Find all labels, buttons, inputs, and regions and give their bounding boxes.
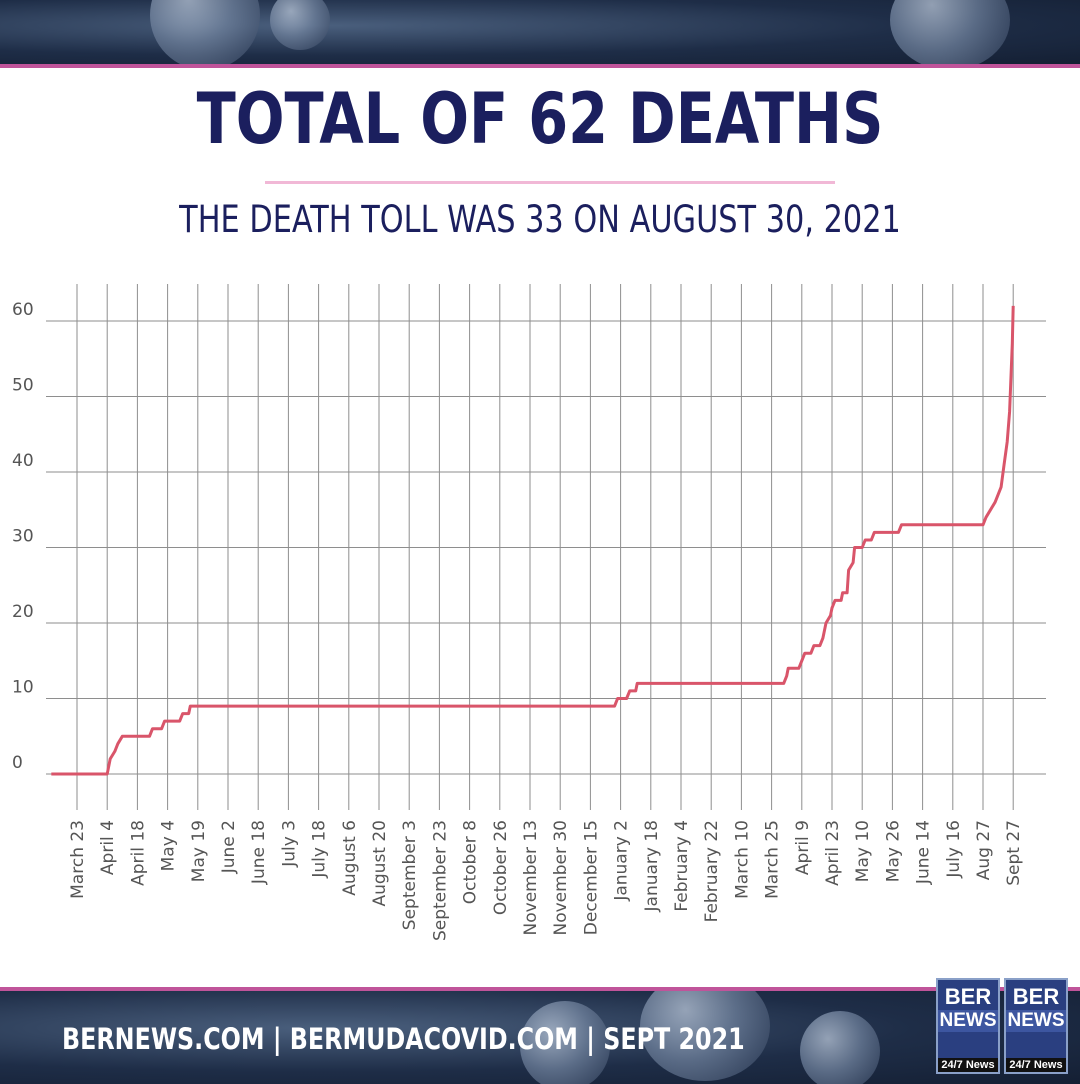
x-tick-label: May 26 <box>883 820 903 882</box>
x-tick-label: March 23 <box>68 820 88 899</box>
y-tick-label: 10 <box>12 678 34 698</box>
bernews-logo: BER NEWS 24/7 News <box>1004 978 1068 1074</box>
y-tick-label: 30 <box>12 527 34 547</box>
title-divider <box>265 181 835 184</box>
logo-tagline: 24/7 News <box>1006 1058 1066 1072</box>
y-tick-label: 40 <box>12 451 34 471</box>
x-tick-label: October 8 <box>461 820 481 904</box>
death-toll-chart: 0 10 20 30 40 50 60 March 23 April 4 April 18 May … <box>12 284 1046 941</box>
x-tick-label: Sept 27 <box>1004 820 1024 886</box>
x-tick-label: May 10 <box>853 820 873 882</box>
x-tick-label: July 18 <box>310 820 330 879</box>
y-tick-label: 20 <box>12 602 34 622</box>
virus-image <box>150 0 260 64</box>
virus-image <box>890 0 1010 64</box>
x-tick-label: Aug 27 <box>974 820 994 880</box>
x-tick-label: November 13 <box>521 820 541 935</box>
logo-news-text: NEWS <box>1006 1010 1066 1032</box>
x-tick-label: February 22 <box>702 820 722 922</box>
deaths-series-line <box>51 305 1015 776</box>
x-tick-label: August 20 <box>370 820 390 907</box>
x-tick-label: July 16 <box>944 820 964 879</box>
virus-image <box>640 991 770 1081</box>
footer-text: BERNEWS.COM | BERMUDACOVID.COM | SEPT 20… <box>62 1022 745 1056</box>
x-tick-label: December 15 <box>581 820 601 935</box>
x-tick-label: March 10 <box>732 820 752 899</box>
x-tick-label: September 23 <box>430 820 450 941</box>
x-tick-label: April 23 <box>823 820 843 886</box>
logo-ber-text: BER <box>1012 984 1060 1009</box>
x-tick-label: May 4 <box>159 820 179 871</box>
logo-tagline: 24/7 News <box>938 1058 998 1072</box>
x-tick-label: June 14 <box>914 820 934 885</box>
x-tick-label: January 18 <box>642 820 662 912</box>
x-tick-label: June 18 <box>249 820 269 885</box>
y-tick-label: 50 <box>12 376 34 396</box>
logo-ber-text: BER <box>944 984 992 1009</box>
x-tick-label: February 4 <box>672 820 692 912</box>
x-tick-label: March 25 <box>763 820 783 899</box>
page-title: TOTAL OF 62 DEATHS <box>196 78 884 160</box>
virus-image <box>800 1011 880 1084</box>
bernews-logo: BER NEWS 24/7 News <box>936 978 1000 1074</box>
x-tick-label: September 3 <box>400 820 420 930</box>
x-tick-label: October 26 <box>491 820 511 915</box>
logo-news-text: NEWS <box>938 1010 998 1032</box>
page-subtitle: THE DEATH TOLL WAS 33 ON AUGUST 30, 2021 <box>179 198 901 241</box>
x-tick-label: April 9 <box>793 820 813 875</box>
y-tick-label: 60 <box>12 300 34 320</box>
x-tick-label: May 19 <box>189 820 209 882</box>
x-tick-label: November 30 <box>551 820 571 935</box>
x-tick-label: August 6 <box>340 820 360 896</box>
x-tick-label: June 2 <box>219 820 239 874</box>
virus-image <box>270 0 330 50</box>
x-tick-label: July 3 <box>279 820 299 868</box>
y-tick-label: 0 <box>12 753 23 773</box>
header-banner <box>0 0 1080 68</box>
footer-banner <box>0 987 1080 1084</box>
x-tick-label: April 4 <box>98 820 118 875</box>
x-tick-label: January 2 <box>612 820 632 902</box>
x-tick-label: April 18 <box>128 820 148 886</box>
virus-image <box>520 1001 610 1084</box>
